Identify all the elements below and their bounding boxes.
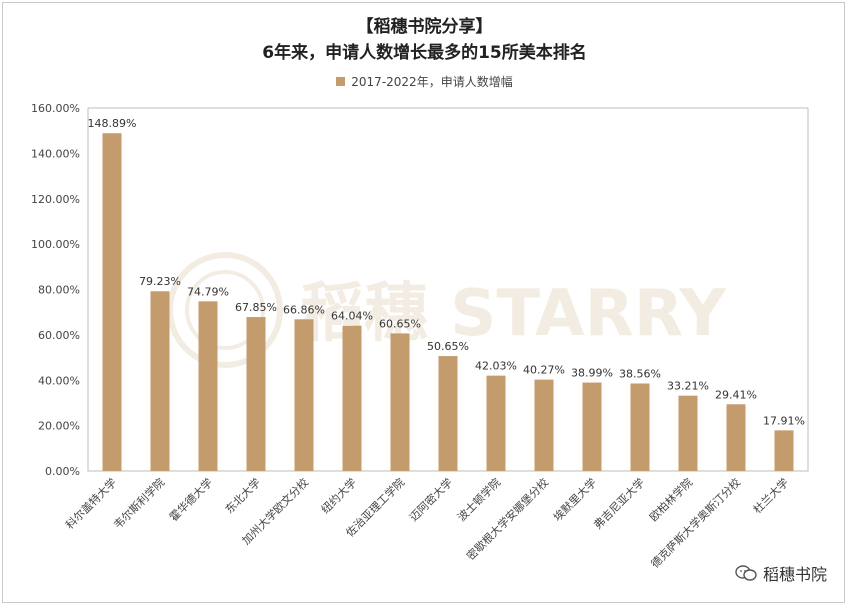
legend-swatch (336, 77, 346, 86)
bar (102, 133, 122, 471)
legend-label: 2017-2022年，申请人数增幅 (351, 75, 513, 89)
brand-text: 稻穗书院 (762, 565, 827, 584)
data-label: 42.03% (475, 360, 517, 373)
data-label: 38.99% (571, 367, 613, 380)
data-label: 40.27% (523, 364, 565, 377)
y-tick-label: 0.00% (45, 465, 80, 478)
data-label: 38.56% (619, 368, 661, 381)
bar (294, 319, 314, 471)
x-tick-label: 杜兰大学 (750, 475, 791, 516)
data-label: 33.21% (667, 380, 709, 393)
legend: 2017-2022年，申请人数增幅 (0, 73, 849, 90)
x-tick-label: 波士顿学院 (454, 475, 503, 524)
x-tick-label: 德克萨斯大学奥斯汀分校 (648, 475, 743, 570)
bar (342, 325, 362, 471)
wechat-icon (735, 565, 757, 581)
bar (582, 382, 602, 471)
y-tick-label: 100.00% (31, 238, 80, 251)
data-label: 148.89% (88, 117, 137, 130)
y-tick-label: 20.00% (38, 420, 80, 433)
chart-subtitle: 6年来，申请人数增长最多的15所美本排名 (262, 43, 587, 63)
bar (438, 356, 458, 471)
y-tick-label: 120.00% (31, 193, 80, 206)
bar (534, 379, 554, 471)
y-tick-label: 40.00% (38, 374, 80, 387)
data-label: 17.91% (763, 414, 805, 427)
bar (486, 375, 506, 471)
x-tick-label: 密歇根大学安娜堡分校 (463, 475, 551, 563)
data-label: 66.86% (283, 303, 325, 316)
bar (150, 291, 170, 471)
y-tick-label: 140.00% (31, 147, 80, 160)
watermark: 稻穗 STARRY (167, 252, 727, 368)
bars (102, 133, 794, 471)
data-label: 29.41% (715, 388, 757, 401)
y-tick-label: 60.00% (38, 329, 80, 342)
x-tick-label: 东北大学 (222, 475, 263, 516)
x-tick-label: 霍华德大学 (166, 475, 215, 524)
y-tick-label: 80.00% (38, 284, 80, 297)
chart-title: 【稻穗书院分享】 (356, 17, 493, 37)
data-label: 67.85% (235, 301, 277, 314)
x-tick-label: 弗吉尼亚大学 (591, 475, 648, 532)
bar (774, 430, 794, 471)
x-tick-label: 纽约大学 (318, 475, 359, 516)
data-label: 50.65% (427, 340, 469, 353)
data-labels: 148.89% 79.23% 74.79% 67.85% 66.86% 64.04% 60.… (88, 117, 805, 427)
bar (726, 404, 746, 471)
brand: 稻穗书院 (735, 561, 827, 585)
data-label: 64.04% (331, 310, 373, 323)
bar (198, 301, 218, 471)
x-tick-label: 欧柏林学院 (646, 475, 695, 524)
watermark-text: 稻穗 STARRY (300, 277, 727, 351)
x-tick-label: 韦尔斯利学院 (111, 475, 168, 532)
y-tick-label: 160.00% (31, 102, 80, 115)
x-tick-label: 迈阿密大学 (406, 475, 455, 524)
bar (678, 395, 698, 471)
data-label: 79.23% (139, 275, 181, 288)
bar (390, 333, 410, 471)
data-label: 60.65% (379, 317, 421, 330)
bar (630, 383, 650, 471)
x-tick-label: 埃默里大学 (550, 475, 599, 524)
data-label: 74.79% (187, 285, 229, 298)
bar (246, 317, 266, 471)
